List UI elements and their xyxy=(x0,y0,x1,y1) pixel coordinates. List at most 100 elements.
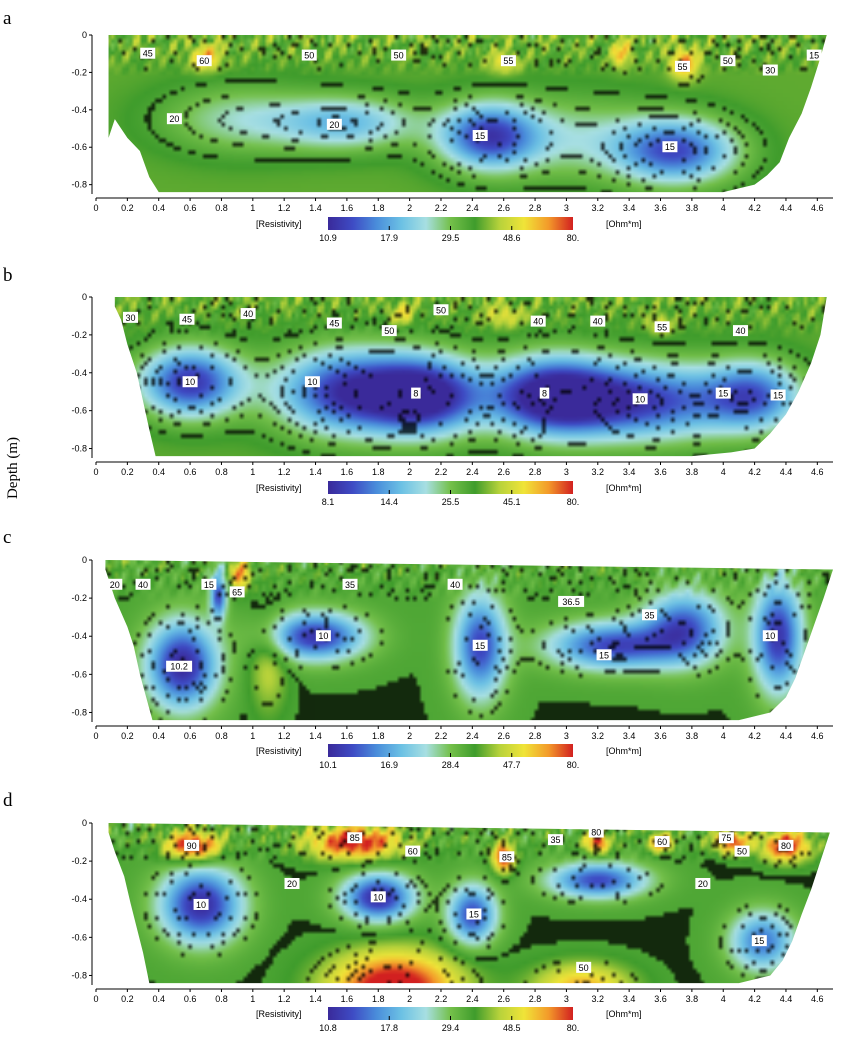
y-axis: 0 -0.2 -0.4 -0.6 -0.8 xyxy=(71,292,93,458)
x-tick-label: 2.6 xyxy=(497,731,510,741)
svg-text:20: 20 xyxy=(169,114,179,124)
resistivity-heatmap xyxy=(114,297,827,457)
contour-labels: 30 45 40 45 50 50 40 40 55 40 10 10 8 8 10 15 15 xyxy=(122,304,786,405)
colorbar-unit: [Ohm*m] xyxy=(606,746,642,756)
svg-text:15: 15 xyxy=(773,390,783,400)
svg-text:45: 45 xyxy=(182,315,192,325)
x-tick-label: 3.4 xyxy=(623,203,636,213)
contour-label: 80 xyxy=(778,839,794,851)
colorbar-value: 25.5 xyxy=(442,497,460,507)
y-tick-label: -0.6 xyxy=(71,932,87,942)
x-tick-label: 1.6 xyxy=(341,731,354,741)
y-tick-label: 0 xyxy=(82,30,87,40)
x-tick-label: 3 xyxy=(564,994,569,1004)
svg-text:80: 80 xyxy=(591,828,601,838)
svg-text:50: 50 xyxy=(579,963,589,973)
colorbar-value: 29.4 xyxy=(442,1023,460,1033)
x-tick-label: 1.4 xyxy=(309,467,322,477)
svg-text:85: 85 xyxy=(350,833,360,843)
svg-text:90: 90 xyxy=(187,841,197,851)
svg-text:8: 8 xyxy=(542,389,547,399)
x-tick-label: 1.6 xyxy=(341,203,354,213)
colorbar-value: 17.8 xyxy=(380,1023,398,1033)
x-tick-label: 0.8 xyxy=(215,731,228,741)
y-tick-label: -0.8 xyxy=(71,970,87,980)
contour-label: 15 xyxy=(596,649,612,661)
x-tick-label: 3.6 xyxy=(654,731,667,741)
contour-label: 40 xyxy=(240,308,256,320)
y-axis-label: Depth (m) xyxy=(5,437,21,499)
colorbar: [Resistivity] [Ohm*m] 10.9 17.9 29.5 48.6 80. xyxy=(256,217,642,243)
x-tick-label: 2.8 xyxy=(529,731,542,741)
contour-label: 8 xyxy=(411,387,421,399)
colorbar-label: [Resistivity] xyxy=(256,1009,302,1019)
y-tick-label: -0.6 xyxy=(71,669,87,679)
x-axis: 0 0.2 0.4 0.6 0.8 1 1.2 1.4 1.6 1.8 2 2.2 2.4 2.6 2.8 3… xyxy=(93,461,833,477)
svg-text:45: 45 xyxy=(143,49,153,59)
svg-text:20: 20 xyxy=(698,879,708,889)
colorbar-value: 29.5 xyxy=(442,233,460,243)
contour-label: 55 xyxy=(654,321,670,333)
svg-text:40: 40 xyxy=(735,326,745,336)
contour-label: 75 xyxy=(718,832,734,844)
contour-label: 50 xyxy=(381,325,397,337)
x-tick-label: 2.4 xyxy=(466,203,479,213)
colorbar-value: 10.8 xyxy=(319,1023,337,1033)
x-tick-label: 3 xyxy=(564,203,569,213)
contour-label: 45 xyxy=(140,47,156,59)
panel-b: b 0 -0.2 -0.4 -0.6 -0.8 0 0.2 0.4 0.6 0.8 1 1.2 1.4 1.… xyxy=(3,265,833,507)
contour-label: 20 xyxy=(107,578,123,590)
y-tick-label: -0.2 xyxy=(71,593,87,603)
contour-label: 45 xyxy=(179,313,195,325)
svg-text:80: 80 xyxy=(781,841,791,851)
svg-text:20: 20 xyxy=(110,580,120,590)
x-tick-label: 2.2 xyxy=(435,467,448,477)
panel-c: c 0 -0.2 -0.4 -0.6 -0.8 0 0.2 0.4 0.6 0.8 1 1.2 1.4 1.… xyxy=(3,527,833,770)
panels: a 0 -0.2 -0.4 -0.6 -0.8 0 0.2 0.4 0.6 0.8 1 1.2 1.4 1.… xyxy=(3,8,833,1033)
svg-text:30: 30 xyxy=(765,66,775,76)
x-tick-label: 1.2 xyxy=(278,731,291,741)
x-tick-label: 1.4 xyxy=(309,731,322,741)
x-tick-label: 1.8 xyxy=(372,203,385,213)
x-tick-label: 0.6 xyxy=(184,994,197,1004)
y-tick-label: 0 xyxy=(82,292,87,302)
svg-text:65: 65 xyxy=(232,587,242,597)
x-tick-label: 2.2 xyxy=(435,994,448,1004)
x-tick-label: 4.2 xyxy=(748,731,761,741)
x-tick-label: 0 xyxy=(93,731,98,741)
y-tick-label: -0.4 xyxy=(71,105,87,115)
x-tick-label: 0.6 xyxy=(184,731,197,741)
contour-label: 60 xyxy=(405,845,421,857)
colorbar-unit: [Ohm*m] xyxy=(606,1009,642,1019)
x-tick-label: 3.8 xyxy=(686,731,699,741)
x-tick-label: 3.6 xyxy=(654,467,667,477)
x-tick-label: 1.8 xyxy=(372,467,385,477)
resistivity-heatmap xyxy=(108,823,830,984)
svg-text:40: 40 xyxy=(593,317,603,327)
svg-text:40: 40 xyxy=(243,309,253,319)
svg-text:10: 10 xyxy=(185,377,195,387)
contour-label: 90 xyxy=(184,839,200,851)
colorbar-value: 8.1 xyxy=(322,497,335,507)
x-tick-label: 0.2 xyxy=(121,731,134,741)
x-tick-label: 2.6 xyxy=(497,467,510,477)
x-tick-label: 4 xyxy=(721,731,726,741)
panel-d: d 0 -0.2 -0.4 -0.6 -0.8 0 0.2 0.4 0.6 0.8 1 1.2 1.4 1.… xyxy=(3,790,833,1033)
svg-text:15: 15 xyxy=(475,641,485,651)
x-tick-label: 3.4 xyxy=(623,731,636,741)
x-tick-label: 0.6 xyxy=(184,467,197,477)
x-tick-label: 0.6 xyxy=(184,203,197,213)
x-tick-label: 2 xyxy=(407,203,412,213)
contour-label: 50 xyxy=(391,49,407,61)
colorbar-value: 80. xyxy=(567,760,580,770)
colorbar-value: 14.4 xyxy=(380,497,398,507)
x-tick-label: 0.8 xyxy=(215,994,228,1004)
colorbar-value: 45.1 xyxy=(503,497,521,507)
panel-letter: c xyxy=(3,527,11,548)
svg-text:55: 55 xyxy=(677,62,687,72)
contour-label: 60 xyxy=(654,836,670,848)
svg-text:50: 50 xyxy=(737,847,747,857)
contour-label: 40 xyxy=(135,578,151,590)
colorbar-value: 80. xyxy=(567,233,580,243)
x-tick-label: 2.2 xyxy=(435,203,448,213)
